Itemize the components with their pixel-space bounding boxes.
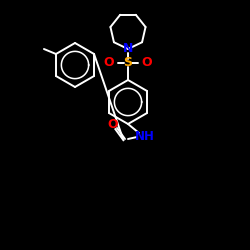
Text: O: O <box>108 118 118 130</box>
Text: S: S <box>124 56 132 70</box>
Text: NH: NH <box>135 130 155 142</box>
Text: O: O <box>104 56 114 70</box>
Text: N: N <box>123 42 133 56</box>
Text: O: O <box>142 56 152 70</box>
